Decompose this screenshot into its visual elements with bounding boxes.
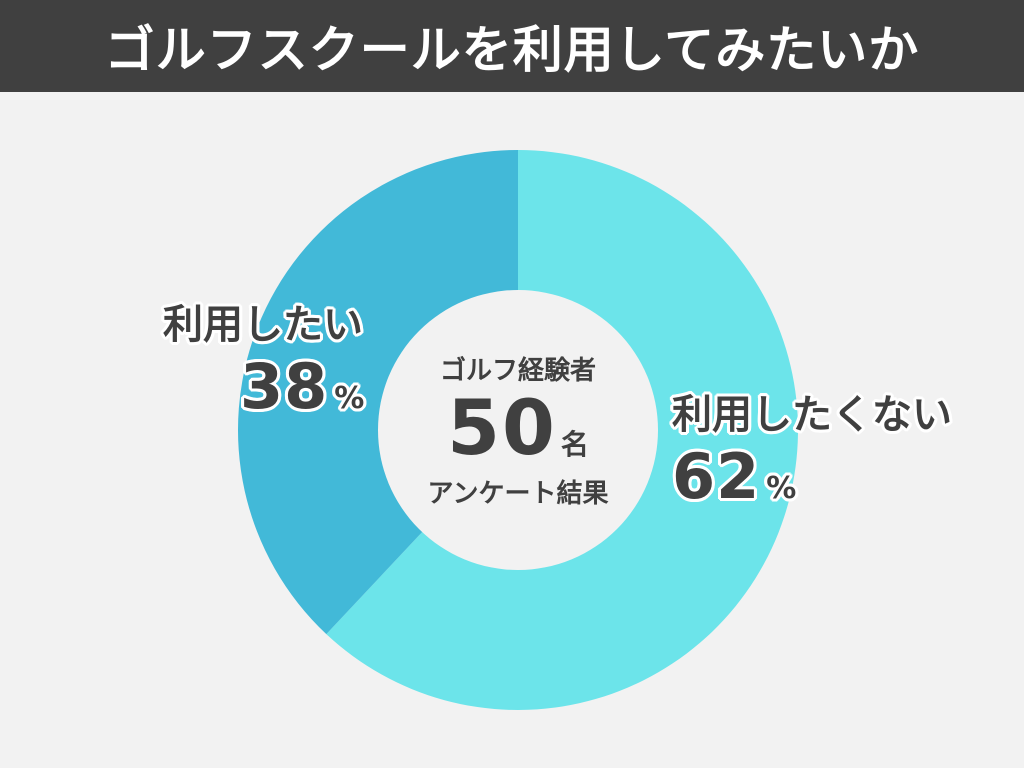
respondent-count: 50 — [447, 383, 557, 472]
label-no-percent: 62% — [672, 440, 797, 513]
center-caption-top: ゴルフ経験者 — [439, 356, 596, 386]
center-caption-bottom: アンケート結果 — [427, 479, 609, 509]
label-yes-unit: % — [334, 381, 366, 416]
respondent-count-unit: 名 — [560, 428, 589, 461]
donut-hole — [378, 290, 658, 570]
label-yes-percent: 38% — [240, 350, 365, 423]
center-count: 50 名 — [378, 388, 658, 468]
header-bar: ゴルフスクールを利用してみたいか — [0, 0, 1024, 92]
label-no-unit: % — [766, 471, 798, 506]
label-yes-value: 38 — [240, 350, 329, 423]
label-no-value: 62 — [672, 440, 761, 513]
label-yes-name: 利用したい — [163, 302, 363, 348]
label-no-name: 利用したくない — [672, 392, 952, 438]
page-title: ゴルフスクールを利用してみたいか — [104, 21, 920, 79]
slice-yes — [237, 150, 518, 635]
